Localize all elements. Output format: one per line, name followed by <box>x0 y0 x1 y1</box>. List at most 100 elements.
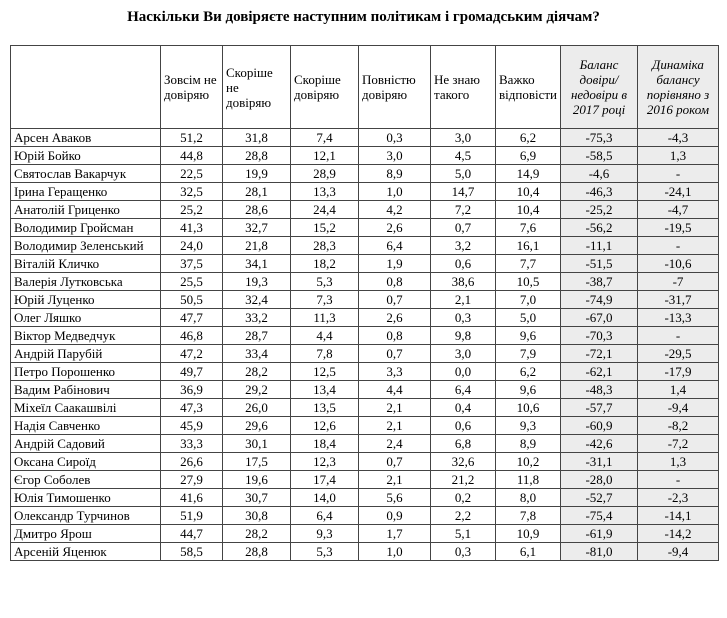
cell-value: 22,5 <box>160 164 223 183</box>
cell-value: 6,1 <box>495 542 561 561</box>
cell-value: -9,4 <box>637 398 719 417</box>
cell-value: 10,4 <box>495 182 561 201</box>
table-row: Віталій Кличко 37,5 34,1 18,2 1,9 0,6 7,7 -51,5… <box>10 254 719 273</box>
cell-value: -4,3 <box>637 128 719 147</box>
cell-value: -72,1 <box>560 344 638 363</box>
table-row: Дмитро Ярош 44,7 28,2 9,3 1,7 5,1 10,9 -61,9 -14… <box>10 524 719 543</box>
cell-value: 19,9 <box>222 164 291 183</box>
cell-value: 10,4 <box>495 200 561 219</box>
cell-value: - <box>637 470 719 489</box>
cell-value: 46,8 <box>160 326 223 345</box>
cell-value: 28,8 <box>222 542 291 561</box>
table-row: Святослав Вакарчук 22,5 19,9 28,9 8,9 5,0 14,9… <box>10 164 719 183</box>
person-name: Андрій Садовий <box>10 434 161 453</box>
cell-value: -10,6 <box>637 254 719 273</box>
cell-value: -28,0 <box>560 470 638 489</box>
cell-value: -81,0 <box>560 542 638 561</box>
cell-value: 0,8 <box>358 326 431 345</box>
cell-value: 21,2 <box>430 470 496 489</box>
person-name: Арсен Аваков <box>10 128 161 147</box>
cell-value: 4,4 <box>290 326 359 345</box>
cell-value: 7,3 <box>290 290 359 309</box>
cell-value: 0,6 <box>430 254 496 273</box>
cell-value: 12,5 <box>290 362 359 381</box>
cell-value: 13,3 <box>290 182 359 201</box>
cell-value: -17,9 <box>637 362 719 381</box>
table-row: Арсеній Яценюк 58,5 28,8 5,3 1,0 0,3 6,1 -81,0-… <box>10 542 719 561</box>
cell-value: -31,1 <box>560 452 638 471</box>
cell-value: -51,5 <box>560 254 638 273</box>
cell-value: 5,0 <box>495 308 561 327</box>
person-name: Юрій Луценко <box>10 290 161 309</box>
cell-value: 18,2 <box>290 254 359 273</box>
cell-value: 2,1 <box>358 470 431 489</box>
cell-value: -8,2 <box>637 416 719 435</box>
cell-value: 5,0 <box>430 164 496 183</box>
cell-value: 44,7 <box>160 524 223 543</box>
person-name: Олександр Турчинов <box>10 506 161 525</box>
cell-value: 2,6 <box>358 308 431 327</box>
cell-value: 5,3 <box>290 272 359 291</box>
cell-value: -56,2 <box>560 218 638 237</box>
table-row: Віктор Медведчук 46,8 28,7 4,4 0,8 9,8 9,6 -70,… <box>10 326 719 345</box>
cell-value: 25,2 <box>160 200 223 219</box>
cell-value: 2,6 <box>358 218 431 237</box>
cell-value: 0,7 <box>430 218 496 237</box>
cell-value: 12,3 <box>290 452 359 471</box>
column-header: Баланс довіри/ недовіри в 2017 році <box>560 45 638 129</box>
cell-value: 26,0 <box>222 398 291 417</box>
cell-value: 6,4 <box>358 236 431 255</box>
column-header: Скоріше не довіряю <box>222 45 291 129</box>
cell-value: 7,2 <box>430 200 496 219</box>
cell-value: - <box>637 236 719 255</box>
cell-value: 0,7 <box>358 290 431 309</box>
cell-value: -57,7 <box>560 398 638 417</box>
cell-value: 32,6 <box>430 452 496 471</box>
cell-value: 47,2 <box>160 344 223 363</box>
cell-value: 28,2 <box>222 524 291 543</box>
cell-value: 10,9 <box>495 524 561 543</box>
table-row: Андрій Садовий 33,3 30,1 18,4 2,4 6,8 8,9 -42,6… <box>10 434 719 453</box>
person-name: Юрій Бойко <box>10 146 161 165</box>
cell-value: 8,0 <box>495 488 561 507</box>
cell-value: -46,3 <box>560 182 638 201</box>
cell-value: - <box>637 326 719 345</box>
cell-value: 7,7 <box>495 254 561 273</box>
cell-value: 0,7 <box>358 452 431 471</box>
cell-value: 19,6 <box>222 470 291 489</box>
cell-value: 10,5 <box>495 272 561 291</box>
cell-value: 7,9 <box>495 344 561 363</box>
cell-value: 13,4 <box>290 380 359 399</box>
cell-value: 5,6 <box>358 488 431 507</box>
cell-value: 28,7 <box>222 326 291 345</box>
person-name: Віталій Кличко <box>10 254 161 273</box>
cell-value: 3,0 <box>430 344 496 363</box>
cell-value: -74,9 <box>560 290 638 309</box>
cell-value: -13,3 <box>637 308 719 327</box>
person-name: Віктор Медведчук <box>10 326 161 345</box>
column-header: Скоріше довіряю <box>290 45 359 129</box>
cell-value: 0,8 <box>358 272 431 291</box>
cell-value: 38,6 <box>430 272 496 291</box>
cell-value: 14,7 <box>430 182 496 201</box>
table-row: Ірина Геращенко 32,5 28,1 13,3 1,0 14,7 10,4 -4… <box>10 182 719 201</box>
cell-value: 26,6 <box>160 452 223 471</box>
cell-value: -42,6 <box>560 434 638 453</box>
cell-value: 6,4 <box>430 380 496 399</box>
person-name: Володимир Зеленський <box>10 236 161 255</box>
cell-value: 30,1 <box>222 434 291 453</box>
person-name: Міхеїл Саакашвілі <box>10 398 161 417</box>
cell-value: 29,6 <box>222 416 291 435</box>
cell-value: 1,9 <box>358 254 431 273</box>
cell-value: -58,5 <box>560 146 638 165</box>
cell-value: 5,1 <box>430 524 496 543</box>
cell-value: -11,1 <box>560 236 638 255</box>
cell-value: 41,6 <box>160 488 223 507</box>
cell-value: 13,5 <box>290 398 359 417</box>
person-name: Дмитро Ярош <box>10 524 161 543</box>
cell-value: -52,7 <box>560 488 638 507</box>
cell-value: 7,6 <box>495 218 561 237</box>
cell-value: 41,3 <box>160 218 223 237</box>
